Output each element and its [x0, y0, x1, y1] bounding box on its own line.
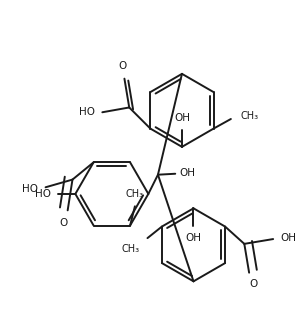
Text: OH: OH — [179, 168, 195, 178]
Text: CH₃: CH₃ — [240, 111, 259, 121]
Text: O: O — [60, 218, 68, 228]
Text: HO: HO — [35, 189, 51, 199]
Text: HO: HO — [79, 107, 95, 117]
Text: CH₃: CH₃ — [122, 244, 140, 254]
Text: OH: OH — [281, 233, 297, 243]
Text: OH: OH — [174, 113, 190, 123]
Text: HO: HO — [22, 184, 38, 194]
Text: O: O — [118, 61, 127, 71]
Text: O: O — [250, 279, 258, 289]
Text: OH: OH — [185, 233, 202, 243]
Text: CH₃: CH₃ — [126, 189, 144, 199]
